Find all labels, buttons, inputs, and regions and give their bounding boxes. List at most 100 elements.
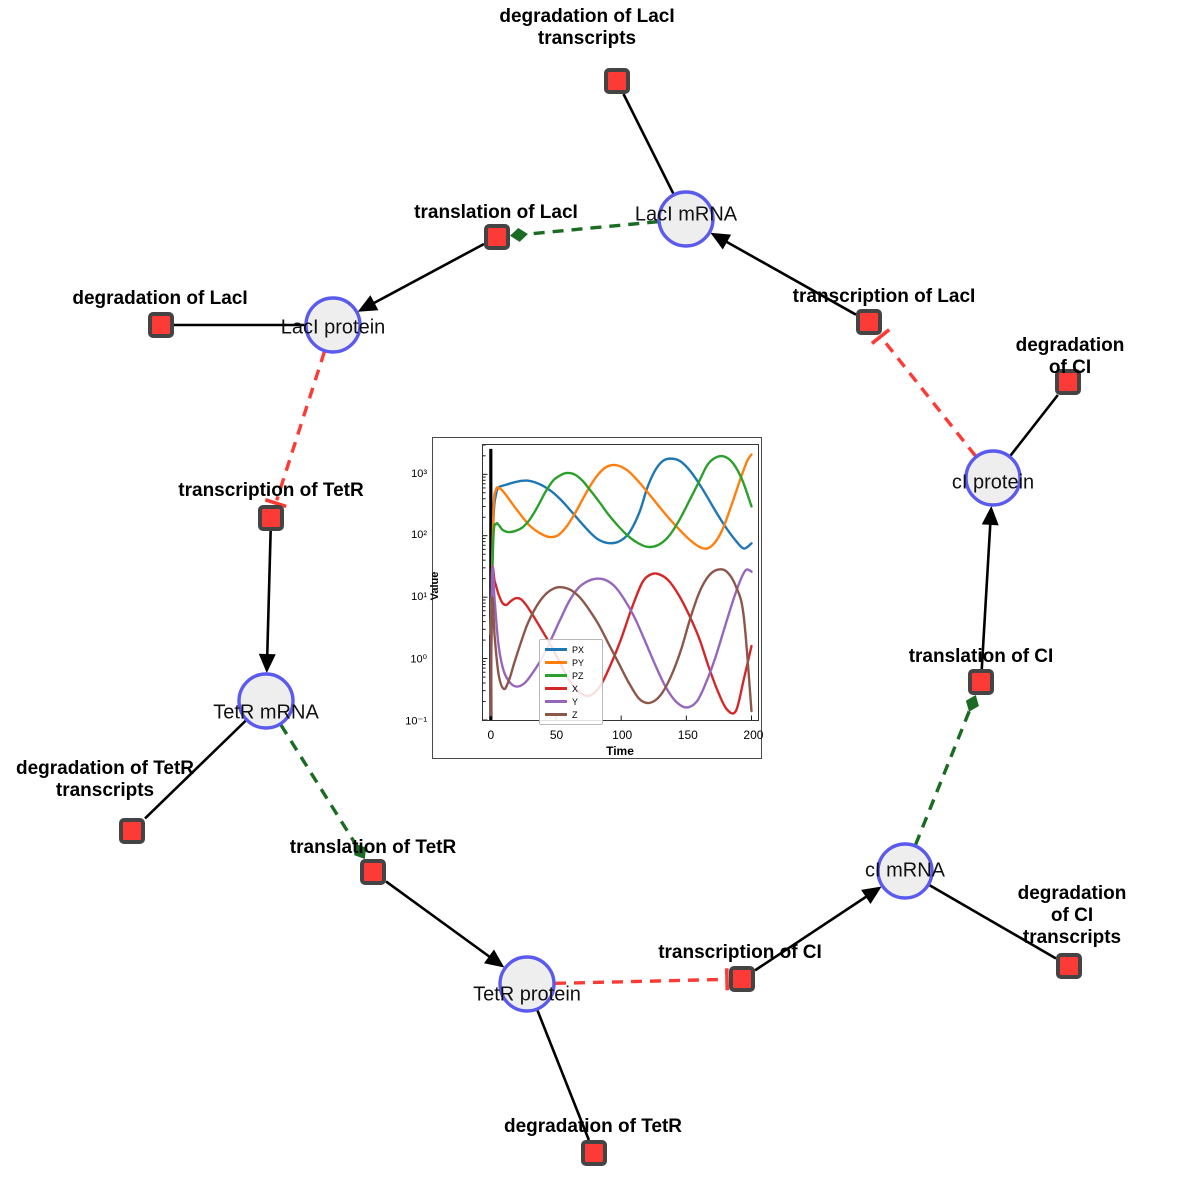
edge-inhibition xyxy=(881,337,977,458)
species-node[interactable] xyxy=(498,955,556,1013)
species-node[interactable] xyxy=(876,842,934,900)
diamond-head xyxy=(965,695,979,712)
chart-series-Y xyxy=(489,566,753,717)
species-label: LacI mRNA xyxy=(634,203,738,226)
legend-swatch xyxy=(545,687,567,690)
chart-x-tick-label: 150 xyxy=(677,728,698,742)
legend-item: PY xyxy=(542,656,600,669)
chart-legend: PX PY PZ X Y Z xyxy=(539,639,603,725)
species-node[interactable] xyxy=(964,449,1022,507)
reaction-label: transcription of LacI xyxy=(792,285,976,307)
edge-mass xyxy=(385,880,495,961)
edge-mass xyxy=(368,242,485,307)
reaction-node[interactable] xyxy=(360,859,386,885)
chart-x-tick-label: 0 xyxy=(487,728,495,742)
edge-mass xyxy=(536,1009,591,1141)
chart-x-tick-label: 200 xyxy=(743,728,764,742)
reaction-label: degradation of CI xyxy=(1015,334,1125,378)
reaction-node[interactable] xyxy=(581,1140,607,1166)
inhibition-bar xyxy=(264,498,287,509)
chart-y-axis-label: Value xyxy=(429,571,441,601)
edge-mass xyxy=(144,719,247,820)
edge-mass xyxy=(265,530,272,661)
legend-label: PY xyxy=(572,657,585,668)
reaction-label: degradation of LacI xyxy=(72,287,248,309)
reaction-node[interactable] xyxy=(1056,953,1082,979)
reaction-label: degradation of CI transcripts xyxy=(1017,882,1127,949)
chart-x-tick-label: 100 xyxy=(612,728,633,742)
edge-inhibition xyxy=(275,351,327,501)
timecourse-chart-inset: Value PX PY PZ X Y Z 10⁻¹ 10⁰ 10¹ 10² 10³ 0 50 100 1… xyxy=(405,437,764,759)
reaction-node[interactable] xyxy=(148,312,174,338)
species-node[interactable] xyxy=(304,296,362,354)
reaction-node[interactable] xyxy=(968,669,994,695)
chart-y-tick-label: 10² xyxy=(411,529,427,542)
chart-y-tick-label: 10³ xyxy=(411,467,427,480)
arrowhead xyxy=(710,232,732,250)
species-node[interactable] xyxy=(657,190,715,248)
chart-series-PX xyxy=(489,457,753,636)
diamond-head xyxy=(354,843,367,859)
species-label: TetR protein xyxy=(473,983,581,1006)
arrowhead xyxy=(258,653,276,674)
reaction-label: degradation of TetR xyxy=(503,1115,683,1137)
edge-mass xyxy=(928,883,1057,960)
legend-item: Z xyxy=(542,708,600,721)
legend-item: PZ xyxy=(542,669,600,682)
inhibition-bar xyxy=(724,968,730,991)
reaction-node[interactable] xyxy=(1055,369,1081,395)
reaction-label: translation of LacI xyxy=(414,201,578,223)
inhibition-bar xyxy=(870,328,891,345)
edge-mass xyxy=(980,518,992,670)
edge-mass xyxy=(1009,394,1059,457)
arrowhead xyxy=(483,949,505,968)
edge-mass xyxy=(622,93,675,195)
species-label: cI protein xyxy=(951,471,1035,494)
reaction-label: transcription of CI xyxy=(658,941,822,963)
chart-series-PY xyxy=(489,453,753,636)
edge-catalysis xyxy=(279,723,361,851)
reaction-node[interactable] xyxy=(119,818,145,844)
species-label: LacI protein xyxy=(280,316,386,339)
legend-label: Z xyxy=(572,709,578,720)
edge-inhibition xyxy=(554,977,725,986)
chart-y-tick-label: 10⁻¹ xyxy=(405,715,427,728)
legend-item: PX xyxy=(542,643,600,656)
legend-swatch xyxy=(545,674,567,677)
edge-mass xyxy=(754,892,872,972)
legend-swatch xyxy=(545,661,567,664)
edge-catalysis xyxy=(520,219,659,237)
chart-x-axis-label: Time xyxy=(606,744,634,758)
legend-swatch xyxy=(545,648,567,651)
chart-series-canvas xyxy=(483,445,753,720)
reaction-label: translation of CI xyxy=(908,645,1054,667)
chart-series-Z xyxy=(489,568,753,717)
edge-catalysis xyxy=(913,704,974,846)
reaction-node[interactable] xyxy=(258,505,284,531)
reaction-label: translation of TetR xyxy=(289,836,457,858)
legend-swatch xyxy=(545,700,567,703)
chart-x-tick-label: 50 xyxy=(549,728,564,742)
species-node[interactable] xyxy=(237,672,295,730)
legend-label: X xyxy=(572,683,579,694)
reaction-label: transcription of TetR xyxy=(178,479,364,501)
reaction-node[interactable] xyxy=(729,966,755,992)
legend-item: X xyxy=(542,682,600,695)
species-label: cI mRNA xyxy=(865,859,945,882)
legend-label: PZ xyxy=(572,670,584,681)
reaction-node[interactable] xyxy=(484,224,510,250)
reaction-node[interactable] xyxy=(604,68,630,94)
reaction-node[interactable] xyxy=(856,309,882,335)
legend-swatch xyxy=(545,713,567,716)
arrowhead xyxy=(981,505,999,526)
arrowhead xyxy=(861,886,882,905)
legend-label: Y xyxy=(572,696,579,707)
reaction-label: degradation of LacI transcripts xyxy=(499,5,675,49)
chart-y-tick-label: 10¹ xyxy=(411,591,427,604)
species-label: TetR mRNA xyxy=(213,701,319,724)
diamond-head xyxy=(510,227,528,242)
legend-item: Y xyxy=(542,695,600,708)
legend-label: PX xyxy=(572,644,585,655)
